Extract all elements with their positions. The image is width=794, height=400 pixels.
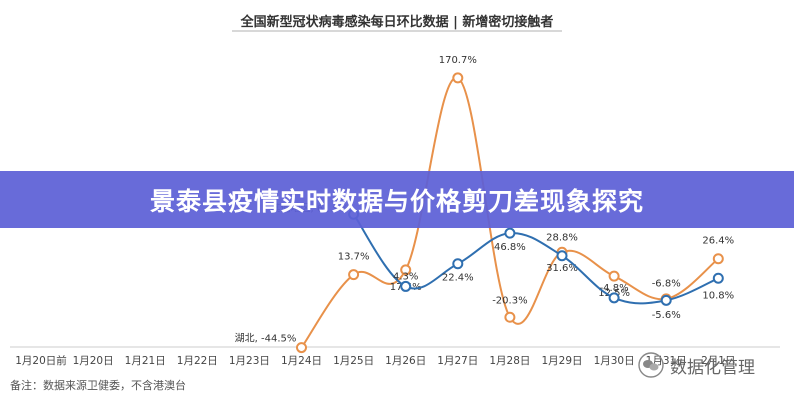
data-label: 湖北, -44.5%: [235, 333, 297, 345]
data-label: 46.8%: [494, 242, 526, 253]
data-point: [348, 269, 360, 281]
data-label: 13.7%: [338, 252, 370, 263]
data-point: [400, 280, 412, 292]
watermark: 数据化管理: [638, 352, 755, 378]
data-label: 28.8%: [546, 233, 578, 244]
x-tick-label: 1月26日: [385, 355, 426, 367]
footnote: 备注：数据来源卫健委，不含港澳台: [10, 379, 186, 392]
data-point: [400, 264, 412, 276]
title-banner: 景泰县疫情实时数据与价格剪刀差现象探究: [0, 171, 794, 228]
x-tick-label: 1月22日: [177, 355, 218, 367]
data-point: [504, 311, 516, 323]
wechat-icon: [638, 352, 664, 378]
x-tick-label: 1月24日: [281, 355, 322, 367]
data-point: [608, 270, 620, 282]
data-label: 170.7%: [439, 55, 477, 66]
x-tick-label: 1月20日前: [15, 354, 67, 367]
x-tick-label: 1月21日: [125, 355, 166, 367]
data-label: 4.3%: [393, 271, 418, 282]
x-tick-label: 1月28日: [489, 355, 530, 367]
data-label: -4.8%: [600, 283, 629, 294]
data-label: 10.8%: [702, 290, 734, 301]
chart-title: 全国新型冠状病毒感染每日环比数据 | 新增密切接触者: [240, 14, 554, 30]
data-label: 31.6%: [546, 263, 578, 274]
data-point: [556, 250, 568, 262]
x-tick-label: 2月1日: [701, 355, 735, 367]
data-label: -5.6%: [652, 310, 681, 321]
data-point: [452, 72, 464, 84]
data-point: [296, 342, 307, 354]
x-tick-label: 1月30日: [594, 355, 635, 367]
x-tick-label: 1月20日: [73, 355, 114, 367]
data-point: [504, 227, 516, 239]
data-label: -20.3%: [492, 295, 527, 306]
data-point: [660, 294, 672, 306]
data-point: [712, 253, 724, 265]
data-label: 26.4%: [702, 236, 734, 247]
data-label: -6.8%: [652, 278, 681, 289]
banner-title: 景泰县疫情实时数据与价格剪刀差现象探究: [149, 186, 644, 216]
data-label: 22.4%: [442, 273, 474, 284]
data-point: [608, 292, 620, 304]
x-tick-label: 1月23日: [229, 355, 270, 367]
x-tick-label: 1月27日: [437, 355, 478, 367]
data-point: [452, 258, 464, 270]
x-tick-label: 1月29日: [541, 355, 582, 367]
x-tick-label: 1月25日: [333, 355, 374, 367]
watermark-text: 数据化管理: [670, 357, 755, 378]
data-point: [712, 272, 724, 284]
